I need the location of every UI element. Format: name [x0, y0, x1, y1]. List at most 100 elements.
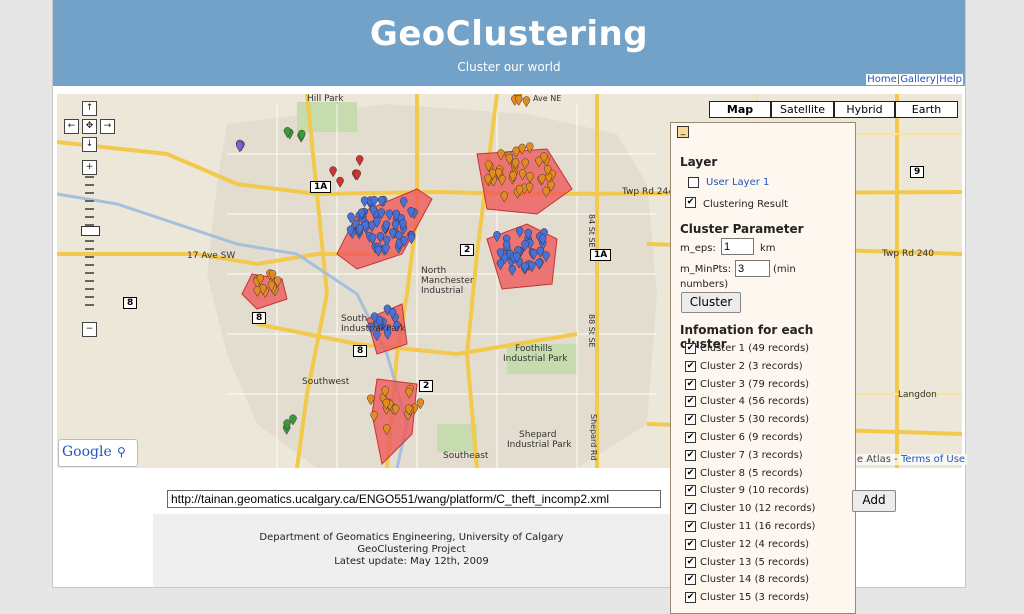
map-marker-icon — [502, 234, 511, 246]
map-type-earth[interactable]: Earth — [895, 101, 958, 118]
map-marker-icon — [400, 236, 408, 248]
zoom-out-button[interactable]: − — [82, 322, 97, 337]
map-marker-icon — [370, 312, 379, 324]
map-marker-icon — [514, 94, 523, 106]
clustering-result-checkbox[interactable]: ✔ — [685, 197, 696, 208]
zoom-slider-handle[interactable] — [81, 226, 100, 236]
map-label: Shepard — [519, 430, 557, 440]
copyright-text: ele Atlas - — [848, 454, 898, 465]
map-marker-icon — [388, 308, 397, 320]
map-marker-icon — [355, 155, 364, 167]
cluster-checkbox[interactable]: ✔ — [685, 485, 696, 497]
help-link[interactable]: Help — [939, 74, 962, 85]
cluster-checkbox[interactable]: ✔ — [685, 396, 696, 408]
clustering-result-label: Clustering Result — [703, 199, 789, 210]
zoom-tick — [85, 224, 94, 226]
minimize-panel-button[interactable]: _ — [677, 126, 689, 138]
map-marker-icon — [391, 220, 400, 232]
map-marker-icon — [367, 322, 375, 334]
terms-of-use-link[interactable]: Terms of Use — [900, 454, 966, 465]
map-marker-icon — [502, 240, 511, 252]
zoom-tick — [85, 208, 94, 210]
map-marker-icon — [514, 246, 522, 258]
map-label: Twp Rd 244 — [622, 187, 674, 197]
map-marker-icon — [521, 158, 529, 170]
map-type-hybrid[interactable]: Hybrid — [834, 101, 895, 118]
map-marker-icon — [395, 231, 403, 243]
map-label: Southwest — [302, 377, 350, 387]
map-marker-icon — [538, 173, 546, 185]
pan-right-button[interactable]: → — [100, 119, 115, 134]
map-marker-icon — [347, 212, 355, 224]
cluster-checkbox[interactable]: ✔ — [685, 592, 696, 604]
marker-layer — [235, 94, 557, 436]
cluster-checkbox[interactable]: ✔ — [685, 574, 696, 586]
google-logo[interactable]: Google ⚲ — [58, 439, 138, 467]
map-marker-icon — [383, 424, 391, 436]
map-type-map[interactable]: Map — [709, 101, 771, 118]
pan-up-button[interactable]: ↑ — [82, 101, 97, 116]
map-marker-icon — [496, 248, 505, 260]
cluster-label: Cluster 2 (3 records) — [700, 360, 803, 372]
map-label: Industrial Park — [507, 440, 572, 450]
home-link[interactable]: Home — [867, 74, 897, 85]
user-layer-label[interactable]: User Layer 1 — [706, 177, 770, 188]
map-marker-icon — [399, 219, 407, 231]
cluster-checkbox[interactable]: ✔ — [685, 503, 696, 515]
highway-shield: 9 — [910, 166, 925, 178]
cluster-checkbox[interactable]: ✔ — [685, 432, 696, 443]
cluster-checkbox[interactable]: ✔ — [685, 538, 696, 550]
zoom-tick — [85, 192, 94, 194]
cluster-label: Cluster 10 (12 records) — [700, 503, 816, 515]
map-marker-icon — [540, 228, 548, 240]
cluster-checkbox[interactable]: ✔ — [685, 467, 696, 479]
cluster-label: Cluster 8 (5 records) — [700, 467, 803, 479]
map-marker-icon — [542, 251, 550, 263]
map-marker-icon — [484, 160, 493, 172]
cluster-checkbox[interactable]: ✔ — [685, 343, 696, 354]
cluster-checkbox[interactable]: ✔ — [685, 360, 696, 372]
cluster-label: Cluster 13 (5 records) — [700, 556, 810, 568]
xml-url-input[interactable] — [167, 490, 661, 508]
map-marker-icon — [381, 386, 389, 398]
map-marker-icon — [509, 171, 517, 183]
zoom-track[interactable] — [83, 176, 96, 316]
pan-left-button[interactable]: ← — [64, 119, 79, 134]
cluster-label: Cluster 5 (30 records) — [700, 414, 810, 426]
cluster-checkbox[interactable]: ✔ — [685, 556, 696, 568]
map-marker-icon — [356, 224, 364, 236]
map-marker-icon — [273, 276, 282, 288]
pan-center-button[interactable]: ✥ — [82, 119, 97, 134]
map-marker-icon — [498, 174, 506, 186]
cluster-button[interactable]: Cluster — [681, 292, 741, 313]
map-marker-icon — [547, 180, 555, 192]
pan-down-button[interactable]: ↓ — [82, 137, 97, 152]
zoom-in-button[interactable]: + — [82, 160, 97, 175]
zoom-tick — [85, 296, 94, 298]
minpts-input[interactable] — [735, 260, 770, 277]
cluster-label: Cluster 7 (3 records) — [700, 449, 803, 461]
gallery-link[interactable]: Gallery — [900, 74, 936, 85]
map-label: 17 Ave SW — [187, 251, 236, 261]
map-label: 84 St SE — [587, 214, 596, 248]
eps-input[interactable] — [721, 238, 754, 255]
eps-label: m_eps: — [680, 243, 716, 254]
map-marker-icon — [407, 233, 416, 245]
header: GeoClustering Cluster our world — [53, 0, 965, 86]
add-button[interactable]: Add — [852, 490, 896, 512]
map-marker-icon — [382, 220, 391, 232]
map-marker-icon — [494, 168, 503, 180]
highway-shield: 2 — [460, 244, 475, 256]
highway-shield: 1A — [310, 181, 332, 193]
user-layer-checkbox[interactable] — [688, 177, 699, 188]
cluster-checkbox[interactable]: ✔ — [685, 449, 696, 461]
map-marker-icon — [538, 234, 547, 246]
map-marker-icon — [383, 328, 392, 340]
zoom-tick — [85, 216, 94, 218]
map-type-satellite[interactable]: Satellite — [771, 101, 834, 118]
map-marker-icon — [298, 129, 306, 141]
cluster-label: Cluster 6 (9 records) — [700, 432, 803, 443]
cluster-checkbox[interactable]: ✔ — [685, 378, 696, 390]
cluster-checkbox[interactable]: ✔ — [685, 521, 696, 532]
cluster-checkbox[interactable]: ✔ — [685, 414, 696, 426]
